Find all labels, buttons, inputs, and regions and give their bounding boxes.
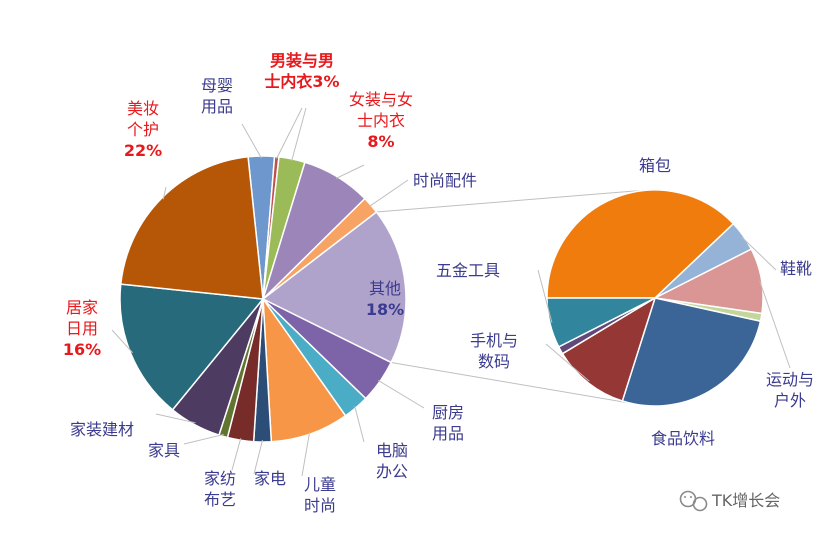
- secondary-label-2-line-0: 运动与: [766, 370, 814, 389]
- leader-line-6: [377, 379, 425, 409]
- main-label-3-line-0: 女装与女: [349, 90, 413, 109]
- leader-line-0: [241, 123, 262, 159]
- main-slice-14: [119, 155, 264, 300]
- connector-line-bottom: [391, 362, 648, 407]
- leader-line-8: [301, 431, 311, 477]
- leader-lines: [111, 107, 791, 477]
- main-label-14: 美妆个护 22%: [124, 99, 162, 160]
- sec-leader-line-1: [741, 236, 777, 271]
- leader-line-3: [335, 164, 365, 179]
- secondary-slice-7: [546, 297, 656, 348]
- wechat-icon: [679, 490, 708, 512]
- main-label-13: 居家日用 16%: [63, 298, 101, 359]
- secondary-label-3: 食品饮料: [651, 429, 715, 448]
- main-label-6-line-1: 用品: [432, 424, 464, 443]
- main-label-6: 厨房用品: [432, 403, 464, 443]
- main-slice-5: [261, 210, 407, 364]
- main-label-8-line-0: 儿童: [304, 475, 336, 494]
- main-label-4-line-0: 时尚配件: [413, 171, 477, 190]
- secondary-label-1-line-0: 鞋靴: [780, 259, 812, 278]
- main-label-13-line-2: 16%: [63, 340, 101, 359]
- main-label-1-line-0: 男装与男: [270, 51, 334, 70]
- leader-line-12: [155, 413, 196, 424]
- main-label-5: 其他 18%: [366, 279, 404, 319]
- main-label-13-line-0: 居家: [66, 298, 98, 317]
- leader-line-10: [231, 438, 242, 471]
- secondary-label-0: 箱包: [639, 156, 671, 175]
- secondary-label-1: 鞋靴: [780, 259, 812, 278]
- main-label-8-line-1: 时尚: [304, 496, 336, 515]
- main-label-11-line-0: 家具: [148, 441, 180, 460]
- secondary-pie: [546, 189, 764, 407]
- main-label-10-line-1: 布艺: [204, 490, 236, 509]
- secondary-label-3-line-0: 食品饮料: [651, 429, 715, 448]
- main-label-7-line-1: 办公: [376, 462, 408, 481]
- secondary-slice-0: [546, 189, 735, 299]
- main-label-9-line-0: 家电: [254, 469, 286, 488]
- pie-connector-lines: [376, 189, 648, 407]
- leader-line-14: [162, 186, 167, 200]
- main-label-7: 电脑办公: [376, 441, 408, 481]
- main-label-7-line-0: 电脑: [376, 441, 408, 460]
- sec-leader-line-2: [759, 280, 791, 369]
- main-label-0: 母婴用品: [201, 76, 233, 116]
- main-label-4: 时尚配件: [413, 171, 477, 190]
- main-slice-13: [119, 283, 265, 411]
- main-label-14-line-0: 美妆: [127, 99, 159, 118]
- sec-leader-line-5: [537, 269, 553, 323]
- main-label-13-line-1: 日用: [66, 319, 98, 338]
- main-label-14-line-2: 22%: [124, 141, 162, 160]
- main-label-6-line-0: 厨房: [432, 403, 464, 422]
- main-label-0-line-1: 用品: [201, 97, 233, 116]
- main-label-3-line-1: 士内衣: [357, 111, 405, 130]
- sec-leader-line-4: [545, 343, 590, 382]
- main-label-14-line-1: 个护: [127, 120, 159, 139]
- main-label-12-line-0: 家装建材: [70, 420, 134, 439]
- secondary-slice-5: [561, 296, 657, 402]
- secondary-label-0-line-0: 箱包: [639, 156, 671, 175]
- secondary-label-2-line-1: 户外: [774, 391, 806, 410]
- leader-line-11: [183, 433, 224, 445]
- main-label-0-line-0: 母婴: [201, 76, 233, 95]
- secondary-label-2: 运动与户外: [766, 370, 814, 410]
- main-label-10-line-0: 家纺: [204, 469, 236, 488]
- leader-line-13: [111, 329, 134, 354]
- connector-line-top: [376, 189, 648, 213]
- main-label-9: 家电: [254, 469, 286, 488]
- leader-line-2: [291, 107, 307, 162]
- leader-line-4: [369, 179, 409, 207]
- leader-line-9: [253, 439, 263, 475]
- secondary-label-5-line-0: 五金工具: [436, 261, 500, 280]
- secondary-slice-4: [621, 297, 762, 407]
- main-label-5-line-1: 18%: [366, 300, 404, 319]
- main-label-3-line-2: 8%: [367, 132, 394, 151]
- main-label-12: 家装建材: [70, 420, 134, 439]
- watermark: TK增长会: [679, 490, 780, 512]
- secondary-label-5: 五金工具: [436, 261, 500, 280]
- secondary-label-4-line-1: 数码: [478, 352, 510, 371]
- main-label-5-line-0: 其他: [369, 279, 401, 298]
- main-label-10: 家纺布艺: [204, 469, 236, 509]
- watermark-text: TK增长会: [711, 491, 780, 510]
- main-label-3: 女装与女士内衣 8%: [349, 90, 413, 151]
- main-label-1: 男装与男士内衣3%: [264, 51, 339, 91]
- leader-line-7: [354, 405, 365, 443]
- main-label-8: 儿童时尚: [304, 475, 336, 515]
- secondary-label-4-line-0: 手机与: [470, 331, 518, 350]
- main-label-1-line-1: 士内衣3%: [264, 72, 339, 91]
- secondary-label-4: 手机与数码: [470, 331, 518, 371]
- main-pie: [119, 155, 407, 443]
- leader-line-1: [276, 107, 303, 159]
- main-label-11: 家具: [148, 441, 180, 460]
